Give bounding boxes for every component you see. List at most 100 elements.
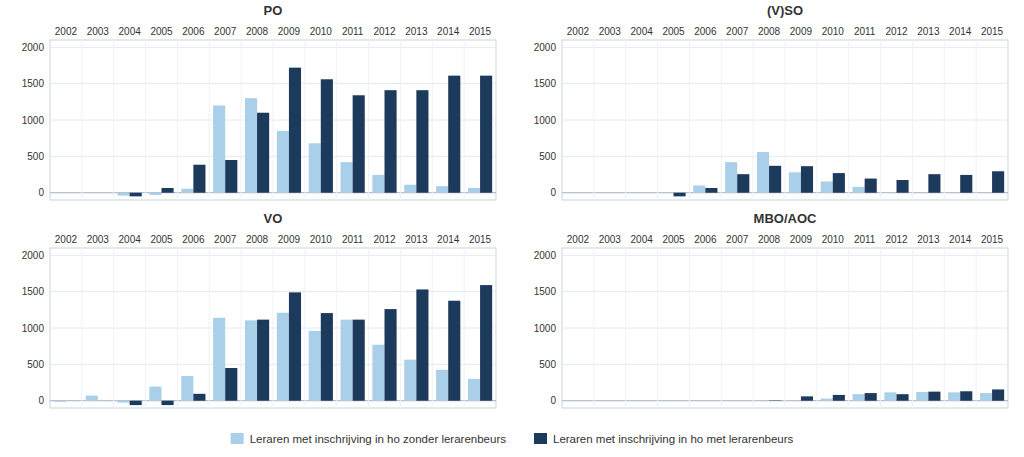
- bar: [801, 396, 813, 400]
- bar: [448, 301, 460, 401]
- x-tick-label: 2015: [981, 234, 1004, 245]
- bar: [960, 391, 972, 400]
- bar: [193, 394, 205, 401]
- category-separator: [657, 40, 658, 200]
- bars: [674, 152, 1005, 196]
- x-tick-label: 2011: [854, 234, 876, 245]
- y-tick-label: 1000: [534, 115, 557, 126]
- x-tick-label: 2015: [981, 26, 1004, 37]
- x-tick-label: 2012: [373, 234, 396, 245]
- x-tick-label: 2005: [662, 26, 685, 37]
- bar: [341, 162, 353, 193]
- bar: [833, 173, 845, 193]
- category-separator: [113, 248, 114, 408]
- x-tick-label: 2011: [342, 26, 364, 37]
- x-tick-label: 2012: [885, 234, 908, 245]
- bar: [118, 193, 130, 196]
- x-tick-label: 2008: [246, 26, 269, 37]
- y-tick-label: 1000: [22, 115, 45, 126]
- bar: [630, 400, 642, 401]
- bar: [149, 193, 161, 195]
- category-separator: [785, 40, 786, 200]
- bar: [181, 189, 193, 193]
- bar: [928, 392, 940, 401]
- bar: [757, 400, 769, 401]
- x-tick-label: 2014: [437, 26, 460, 37]
- bar: [130, 193, 142, 197]
- y-tick-label: 2000: [534, 42, 557, 53]
- bar: [289, 292, 301, 400]
- category-separator: [880, 40, 881, 200]
- category-separator: [209, 248, 210, 408]
- bar: [162, 188, 174, 193]
- x-tick-label: 2009: [278, 26, 301, 37]
- x-tick-label: 2008: [246, 234, 269, 245]
- x-tick-label: 2011: [342, 234, 364, 245]
- bar: [610, 192, 622, 193]
- y-tick-label: 1000: [22, 323, 45, 334]
- chart-figure: PO 0 500 1000 1500 2000 2002 2003 2004 2005 2006 20…: [0, 0, 1024, 457]
- panel-title: VO: [264, 211, 283, 226]
- y-tick-label: 1500: [22, 78, 45, 89]
- bar: [853, 394, 865, 401]
- x-tick-label: 2013: [405, 234, 428, 245]
- legend-item: Leraren met inschrijving in ho zonder le…: [231, 433, 507, 445]
- bar: [480, 285, 492, 401]
- x-tick-label: 2015: [469, 26, 492, 37]
- category-separator: [368, 248, 369, 408]
- bar: [948, 192, 960, 193]
- bar: [853, 187, 865, 193]
- bar: [309, 331, 321, 401]
- x-tick-label: 2004: [631, 234, 654, 245]
- bar: [916, 192, 928, 193]
- category-separator: [976, 248, 977, 408]
- y-tick-label: 1500: [534, 78, 557, 89]
- bar: [277, 313, 289, 401]
- x-tick-label: 2008: [758, 26, 781, 37]
- x-tick-label: 2002: [567, 234, 590, 245]
- bar: [353, 95, 365, 192]
- bar: [865, 179, 877, 193]
- x-tick-label: 2012: [885, 26, 908, 37]
- bar: [769, 400, 781, 401]
- bar: [385, 309, 397, 401]
- x-tick-label: 2004: [631, 26, 654, 37]
- bar: [737, 174, 749, 193]
- x-tick-label: 2006: [182, 234, 205, 245]
- category-separator: [209, 40, 210, 200]
- bar: [928, 174, 940, 193]
- x-tick-label: 2003: [87, 26, 110, 37]
- x-tick-label: 2014: [949, 26, 972, 37]
- category-separator: [912, 40, 913, 200]
- bar: [661, 400, 673, 401]
- bar: [225, 368, 237, 401]
- category-separator: [464, 40, 465, 200]
- bar: [353, 320, 365, 401]
- bar: [162, 401, 174, 405]
- x-tick-label: 2010: [310, 26, 333, 37]
- x-tick-label: 2010: [822, 234, 845, 245]
- category-separator: [689, 40, 690, 200]
- x-tick-label: 2005: [662, 234, 685, 245]
- y-tick-label: 500: [539, 359, 556, 370]
- bar: [630, 192, 642, 193]
- bar: [341, 320, 353, 401]
- y-tick-label: 1000: [534, 323, 557, 334]
- legend-label: Leraren met inschrijving in ho zonder le…: [250, 433, 507, 445]
- bar: [821, 399, 833, 401]
- bar: [992, 171, 1004, 192]
- y-tick-label: 0: [38, 187, 44, 198]
- panel-title: PO: [264, 3, 283, 18]
- x-tick-label: 2004: [119, 234, 142, 245]
- bar: [448, 76, 460, 193]
- x-tick-label: 2014: [437, 234, 460, 245]
- legend-swatch: [534, 433, 547, 444]
- bar: [566, 192, 578, 193]
- bars: [54, 285, 492, 405]
- x-tick-label: 2010: [310, 234, 333, 245]
- y-tick-label: 0: [550, 187, 556, 198]
- bar: [578, 400, 590, 401]
- plot-frame: [562, 40, 1008, 200]
- y-tick-label: 2000: [22, 42, 45, 53]
- plot-frame: [50, 248, 496, 408]
